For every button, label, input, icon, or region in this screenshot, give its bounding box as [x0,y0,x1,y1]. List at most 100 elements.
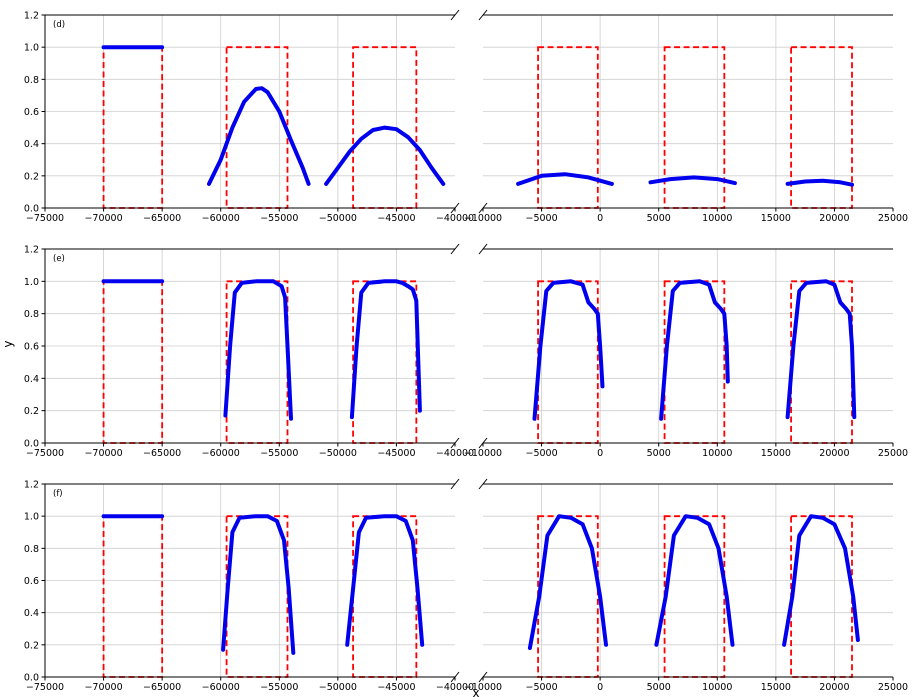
panel-2: −75000 −70000 −65000 −60000 −55000 −50000 −450… [24,478,908,693]
axes-left: −75000 −70000 −65000 −60000 −55000 −50000 −450… [24,243,474,459]
series-line [785,178,854,187]
y-tick-label: 1.2 [24,11,39,22]
x-tick-label: −70000 [84,682,122,693]
x-tick-label: −55000 [260,682,298,693]
axes-right: −10000 −5000 0 5000 10000 15000 20000 25000 [464,243,908,459]
x-tick-label: 20000 [819,213,849,224]
x-tick-label: 5000 [647,682,671,693]
x-tick-label: −45000 [377,213,415,224]
y-tick-label: 0.2 [24,640,39,651]
axes-right: −10000 −5000 0 5000 10000 15000 20000 25000 [464,478,908,693]
series-line [324,125,446,186]
y-tick-label: 0.4 [24,374,39,385]
x-tick-label: −40000 [436,213,474,224]
reference-box [352,515,418,678]
y-tick-label: 0.8 [24,309,39,320]
y-tick-label: 0.8 [24,75,39,86]
axis-break-mark [450,243,460,255]
x-tick-label: 20000 [819,448,849,459]
series-line [223,279,293,421]
x-tick-label: 0 [597,213,603,224]
series-line [659,279,730,421]
reference-box [663,46,726,209]
series-line [532,279,605,421]
y-tick-label: 0.2 [24,171,39,182]
panel-0: −75000 −70000 −65000 −60000 −55000 −50000 −450… [24,9,908,224]
axis-break-mark [450,478,460,490]
x-tick-label: −55000 [260,213,298,224]
x-tick-label: −75000 [26,682,64,693]
x-tick-label: −60000 [202,682,240,693]
x-tick-label: 15000 [761,682,791,693]
series-line [648,175,737,186]
y-tick-label: 0.4 [24,139,39,150]
x-tick-label: −65000 [143,213,181,224]
y-tick-label: 1.2 [24,245,39,256]
y-tick-label: 1.0 [24,277,39,288]
x-tick-label: 20000 [819,682,849,693]
x-tick-label: 5000 [647,448,671,459]
x-tick-label: 10000 [702,448,732,459]
x-tick-label: −75000 [26,213,64,224]
x-tick-label: −45000 [377,448,415,459]
y-tick-label: 0.6 [24,107,39,118]
x-tick-label: −5000 [526,682,558,693]
x-tick-label: 15000 [761,448,791,459]
reference-box [537,46,599,209]
reference-box [352,46,418,209]
x-tick-label: −50000 [319,213,357,224]
x-tick-label: −75000 [26,448,64,459]
axis-break-mark [478,243,488,255]
x-tick-label: 10000 [702,682,732,693]
x-axis-label: x [472,686,479,700]
y-tick-label: 0.2 [24,406,39,417]
x-tick-label: −60000 [202,448,240,459]
x-tick-label: −5000 [526,448,558,459]
panel-1: −75000 −70000 −65000 −60000 −55000 −5000 0 −450… [24,243,908,459]
series-line [345,514,425,647]
series-line [527,514,608,650]
series-line [221,514,296,655]
series-line [349,279,422,420]
panel-label: (e) [53,254,65,264]
x-tick-label: −65000 [143,682,181,693]
series-line [516,172,614,186]
reference-box [352,280,418,444]
x-tick-label: −55000 [260,448,298,459]
y-tick-label: 0.6 [24,342,39,353]
y-tick-label: 0.6 [24,576,39,587]
x-tick-label: −10000 [464,682,502,693]
x-tick-label: −5000 [526,213,558,224]
x-tick-label: −70000 [84,448,122,459]
x-tick-label: −40000 [436,448,474,459]
axes-right: −10000 −5000 0 5000 10000 15000 20000 25000 [464,9,908,224]
axis-break-mark [450,9,460,21]
x-tick-label: −10000 [464,213,502,224]
x-tick-label: 5000 [647,213,671,224]
y-tick-label: 1.2 [24,480,39,491]
x-tick-label: −45000 [377,682,415,693]
y-tick-label: 0.4 [24,608,39,619]
reference-box [225,280,289,444]
y-tick-label: 0.0 [24,204,39,215]
reference-box [225,515,289,678]
x-tick-label: 0 [597,448,603,459]
series-line [207,86,311,186]
x-tick-label: −40000 [436,682,474,693]
x-tick-label: −50000 [319,682,357,693]
x-tick-label: 25000 [878,448,908,459]
x-tick-label: 0 [597,682,603,693]
series-line [654,514,735,647]
reference-box [102,46,164,209]
x-tick-label: 25000 [878,213,908,224]
x-tick-label: 25000 [878,682,908,693]
panel-label: (f) [53,489,63,499]
series-line [785,279,857,420]
x-tick-label: −70000 [84,213,122,224]
reference-box [102,515,164,678]
x-tick-label: −65000 [143,448,181,459]
x-tick-label: −60000 [202,213,240,224]
x-tick-label: 10000 [702,213,732,224]
y-tick-label: 1.0 [24,512,39,523]
